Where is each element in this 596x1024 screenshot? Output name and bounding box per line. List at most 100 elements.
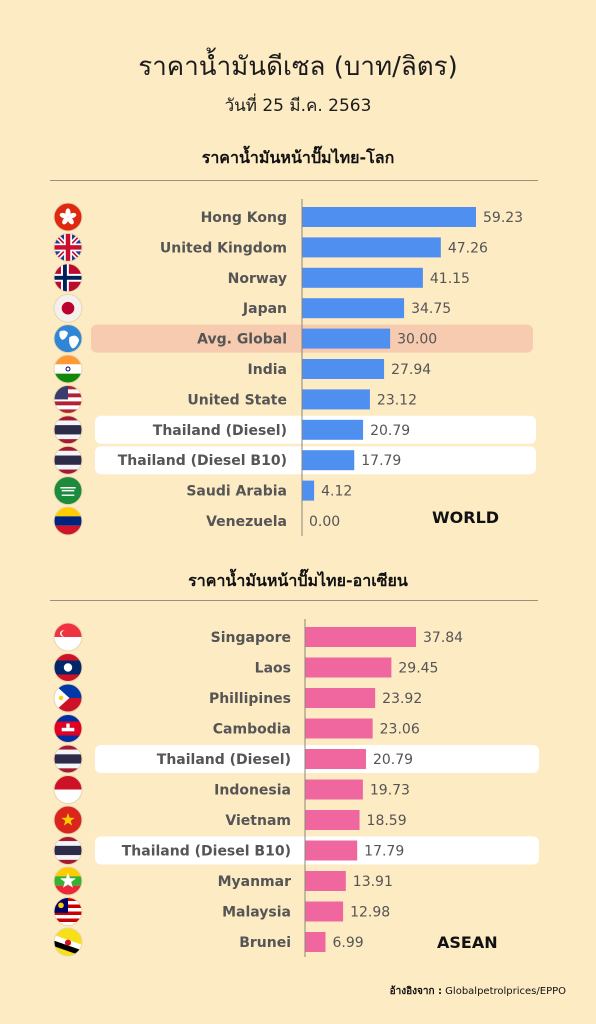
category-label: Thailand (Diesel) (153, 423, 287, 439)
flag-icon-hong-kong (53, 202, 83, 232)
chart-row: Hong Kong 59.23 (53, 202, 523, 232)
flag-icon-japan (53, 293, 83, 323)
category-label: Thailand (Diesel B10) (122, 844, 291, 860)
chart-row: Vietnam 18.59 (53, 805, 407, 835)
bar (302, 450, 355, 471)
category-label: Brunei (239, 935, 291, 951)
category-label: Japan (242, 301, 287, 317)
value-label: 20.79 (373, 752, 413, 768)
bar (302, 267, 423, 288)
flag-icon-thailand (53, 415, 83, 445)
bar (305, 718, 373, 739)
asean-section-title: ราคาน้ำมันหน้าปั๊มไทย-อาเซียน (188, 571, 408, 590)
region-tag: WORLD (432, 508, 499, 527)
chart-row: United Kingdom 47.26 (53, 232, 488, 262)
world-section-title: ราคาน้ำมันหน้าปั๊มไทย-โลก (201, 148, 395, 167)
value-label: 23.12 (377, 392, 417, 408)
chart-row: Avg. Global 30.00 (53, 324, 533, 354)
bar (302, 207, 476, 227)
bar (305, 901, 344, 922)
category-label: Vietnam (225, 813, 291, 829)
bar (302, 298, 405, 319)
chart-row: Malaysia 12.98 (53, 897, 390, 926)
flag-icon-cambodia (53, 714, 83, 743)
value-label: 41.15 (430, 271, 470, 287)
page-title: ราคาน้ำมันดีเซล (บาท/ลิตร) (138, 52, 458, 82)
category-label: Avg. Global (197, 332, 287, 348)
chart-row: Thailand (Diesel) 20.79 (53, 415, 536, 445)
flag-icon-thailand (53, 744, 83, 774)
chart-row: Venezuela 0.00 (53, 506, 340, 536)
value-label: 29.45 (398, 661, 438, 677)
category-label: Singapore (211, 630, 291, 646)
bar (302, 419, 364, 440)
value-label: 34.75 (411, 301, 451, 317)
source-value: Globalpetrolprices/EPPO (445, 986, 566, 997)
flag-icon-malaysia (53, 897, 83, 926)
flag-icon-globe (53, 324, 83, 354)
bar (302, 359, 385, 379)
flag-icon-indonesia (53, 775, 83, 804)
bar (302, 389, 370, 410)
chart-row: Phillipines 23.92 (53, 683, 422, 713)
flag-icon-united-kingdom (53, 232, 83, 262)
flag-icon-norway (53, 263, 83, 293)
value-label: 17.79 (364, 844, 404, 860)
value-label: 19.73 (370, 783, 410, 799)
category-label: Venezuela (206, 514, 287, 530)
category-label: United State (187, 392, 287, 408)
bar (305, 779, 363, 800)
world-price-chart: Hong Kong 59.23 United Kingdom 47.26 Norway 4… (53, 199, 536, 536)
asean-price-chart: Singapore 37.84 Laos 29.45 Phillipines 23.92 C… (53, 619, 539, 957)
chart-row: Norway 41.15 (53, 263, 470, 293)
category-label: Saudi Arabia (186, 484, 287, 500)
bar (305, 871, 346, 891)
world-divider (50, 180, 538, 181)
chart-row: Saudi Arabia 4.12 (53, 476, 352, 506)
flag-icon-thailand (53, 445, 83, 475)
value-label: 17.79 (361, 453, 401, 469)
category-label: Malaysia (222, 905, 291, 921)
category-label: Norway (228, 271, 287, 287)
category-label: Thailand (Diesel B10) (118, 453, 287, 469)
bar (305, 840, 358, 861)
value-label: 23.92 (382, 691, 422, 707)
chart-row: Indonesia 19.73 (53, 775, 410, 804)
region-tag: ASEAN (437, 933, 498, 952)
bar (302, 237, 441, 258)
source-credit: อ้างอิงจาก : Globalpetrolprices/EPPO (390, 984, 566, 999)
value-label: 59.23 (483, 210, 523, 226)
category-label: Myanmar (218, 874, 292, 890)
chart-row: Thailand (Diesel B10) 17.79 (53, 836, 539, 865)
bar (305, 932, 326, 952)
chart-row: Brunei 6.99 (53, 927, 364, 957)
value-label: 13.91 (353, 874, 393, 890)
bar (305, 688, 376, 708)
flag-icon-india (53, 354, 83, 384)
bar (305, 810, 360, 830)
chart-row: United State 23.12 (53, 384, 417, 414)
bar (302, 480, 315, 501)
bar (305, 657, 392, 678)
chart-row: Singapore 37.84 (53, 622, 463, 652)
flag-icon-united-states (53, 384, 83, 414)
category-label: Phillipines (209, 691, 291, 707)
bar (302, 328, 391, 349)
page-date: วันที่ 25 มี.ค. 2563 (224, 96, 372, 116)
flag-icon-thailand (53, 836, 83, 865)
chart-row: Myanmar 13.91 (53, 866, 393, 896)
category-label: India (248, 362, 287, 378)
chart-row: Thailand (Diesel B10) 17.79 (53, 445, 536, 475)
chart-row: Japan 34.75 (53, 293, 451, 323)
flag-icon-philippines (53, 683, 83, 713)
bar (305, 749, 366, 769)
category-label: Indonesia (214, 783, 291, 799)
value-label: 23.06 (380, 722, 420, 738)
flag-icon-laos (53, 653, 83, 682)
bar (305, 627, 416, 647)
value-label: 4.12 (321, 484, 352, 500)
category-label: United Kingdom (160, 240, 287, 256)
category-label: Thailand (Diesel) (157, 752, 291, 768)
value-label: 18.59 (367, 813, 407, 829)
flag-icon-venezuela (53, 506, 83, 536)
